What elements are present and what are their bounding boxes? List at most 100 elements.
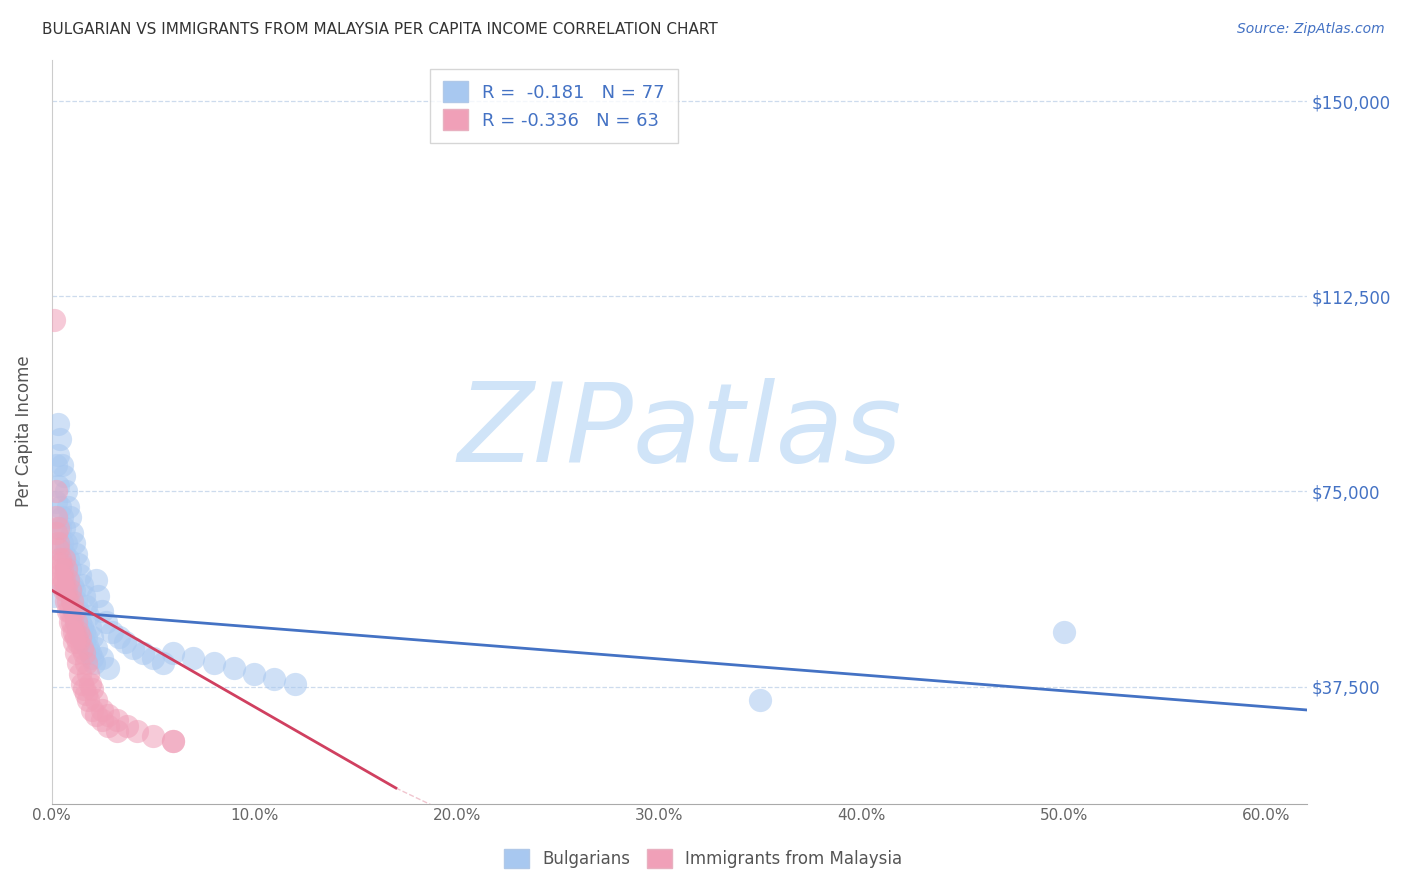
- Point: [77, 640, 100, 655]
- Point: [69, 624, 91, 639]
- Point: [46, 521, 69, 535]
- Point: [67, 620, 90, 634]
- Point: [183, 651, 205, 665]
- Point: [77, 666, 100, 681]
- Point: [51, 573, 73, 587]
- Point: [69, 666, 91, 681]
- Point: [49, 500, 72, 514]
- Point: [84, 708, 107, 723]
- Point: [84, 640, 107, 655]
- Point: [79, 646, 101, 660]
- Point: [284, 677, 307, 691]
- Point: [70, 677, 93, 691]
- Point: [65, 646, 87, 660]
- Point: [52, 552, 75, 566]
- Point: [84, 573, 107, 587]
- Point: [56, 573, 79, 587]
- Point: [56, 604, 79, 618]
- Point: [67, 624, 90, 639]
- Point: [97, 718, 120, 732]
- Point: [91, 714, 114, 728]
- Point: [63, 536, 86, 550]
- Point: [63, 583, 86, 598]
- Point: [1053, 624, 1076, 639]
- Point: [73, 624, 96, 639]
- Y-axis label: Per Capita Income: Per Capita Income: [15, 356, 32, 508]
- Point: [51, 510, 73, 524]
- Point: [125, 723, 148, 738]
- Point: [243, 666, 266, 681]
- Point: [162, 734, 184, 748]
- Point: [51, 578, 73, 592]
- Point: [84, 692, 107, 706]
- Point: [63, 624, 86, 639]
- Point: [87, 589, 110, 603]
- Point: [70, 578, 93, 592]
- Legend: Bulgarians, Immigrants from Malaysia: Bulgarians, Immigrants from Malaysia: [498, 842, 908, 875]
- Point: [56, 552, 79, 566]
- Point: [55, 484, 77, 499]
- Point: [52, 547, 75, 561]
- Point: [69, 615, 91, 629]
- Point: [46, 448, 69, 462]
- Point: [162, 734, 184, 748]
- Point: [59, 583, 82, 598]
- Point: [60, 593, 83, 607]
- Point: [60, 578, 83, 592]
- Point: [82, 682, 104, 697]
- Point: [79, 677, 101, 691]
- Point: [55, 562, 77, 576]
- Point: [59, 562, 82, 576]
- Text: BULGARIAN VS IMMIGRANTS FROM MALAYSIA PER CAPITA INCOME CORRELATION CHART: BULGARIAN VS IMMIGRANTS FROM MALAYSIA PE…: [42, 22, 718, 37]
- Point: [115, 718, 138, 732]
- Point: [56, 593, 79, 607]
- Point: [70, 640, 93, 655]
- Point: [60, 615, 83, 629]
- Point: [222, 661, 245, 675]
- Point: [75, 687, 97, 701]
- Point: [46, 536, 69, 550]
- Point: [67, 558, 90, 572]
- Point: [42, 589, 65, 603]
- Point: [45, 484, 67, 499]
- Point: [60, 593, 83, 607]
- Point: [42, 312, 65, 326]
- Point: [49, 521, 72, 535]
- Point: [75, 630, 97, 644]
- Point: [52, 468, 75, 483]
- Point: [55, 593, 77, 607]
- Point: [51, 458, 73, 473]
- Point: [82, 630, 104, 644]
- Point: [142, 651, 165, 665]
- Point: [49, 567, 72, 582]
- Point: [73, 635, 96, 649]
- Point: [52, 583, 75, 598]
- Point: [67, 635, 90, 649]
- Point: [45, 495, 67, 509]
- Point: [55, 536, 77, 550]
- Point: [91, 703, 114, 717]
- Point: [73, 682, 96, 697]
- Point: [65, 547, 87, 561]
- Point: [49, 552, 72, 566]
- Point: [60, 624, 83, 639]
- Point: [65, 615, 87, 629]
- Point: [59, 583, 82, 598]
- Point: [77, 609, 100, 624]
- Point: [63, 604, 86, 618]
- Point: [75, 656, 97, 670]
- Point: [63, 604, 86, 618]
- Point: [65, 630, 87, 644]
- Text: Source: ZipAtlas.com: Source: ZipAtlas.com: [1237, 22, 1385, 37]
- Point: [60, 526, 83, 541]
- Point: [65, 615, 87, 629]
- Point: [105, 723, 128, 738]
- Point: [142, 729, 165, 743]
- Point: [105, 714, 128, 728]
- Point: [70, 630, 93, 644]
- Point: [46, 479, 69, 493]
- Point: [202, 656, 225, 670]
- Point: [56, 500, 79, 514]
- Point: [101, 624, 124, 639]
- Point: [49, 558, 72, 572]
